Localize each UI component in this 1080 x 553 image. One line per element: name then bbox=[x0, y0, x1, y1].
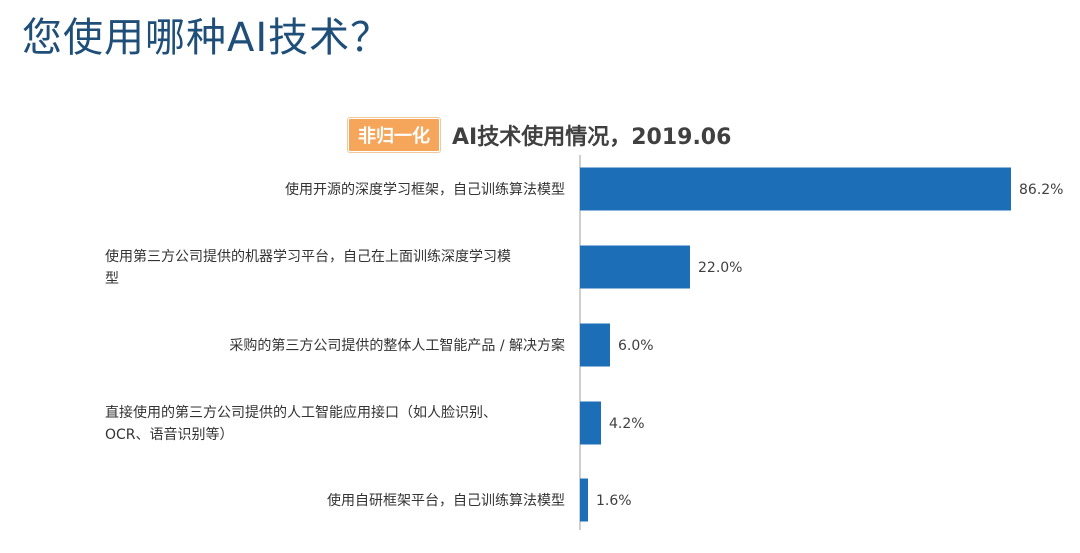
category-label-1-1: 型 bbox=[105, 271, 119, 287]
category-label-2-0: 采购的第三方公司提供的整体人工智能产品 / 解决方案 bbox=[229, 337, 565, 354]
value-label-3: 4.2% bbox=[609, 416, 645, 432]
value-label-0: 86.2% bbox=[1019, 182, 1063, 198]
normalization-tag: 非归一化 bbox=[348, 118, 440, 152]
value-label-1: 22.0% bbox=[698, 260, 742, 276]
category-label-0-0: 使用开源的深度学习框架，自己训练算法模型 bbox=[285, 181, 565, 198]
bar-3 bbox=[580, 401, 601, 445]
bar-1 bbox=[580, 245, 690, 289]
bar-0 bbox=[580, 167, 1011, 211]
category-label-4-0: 使用自研框架平台，自己训练算法模型 bbox=[327, 492, 565, 509]
category-label-1-0: 使用第三方公司提供的机器学习平台，自己在上面训练深度学习模 bbox=[105, 248, 511, 265]
bar-4 bbox=[580, 478, 588, 522]
category-label-3-0: 直接使用的第三方公司提供的人工智能应用接口（如人脸识别、 bbox=[105, 404, 497, 421]
value-label-4: 1.6% bbox=[596, 493, 632, 509]
chart-header: 非归一化 AI技术使用情况，2019.06 bbox=[348, 118, 731, 152]
value-label-2: 6.0% bbox=[618, 338, 654, 354]
bar-2 bbox=[580, 323, 610, 367]
page-title: 您使用哪种AI技术？ bbox=[22, 15, 392, 61]
chart-title: AI技术使用情况，2019.06 bbox=[452, 125, 732, 150]
category-label-3-1: OCR、语音识别等） bbox=[105, 426, 234, 443]
